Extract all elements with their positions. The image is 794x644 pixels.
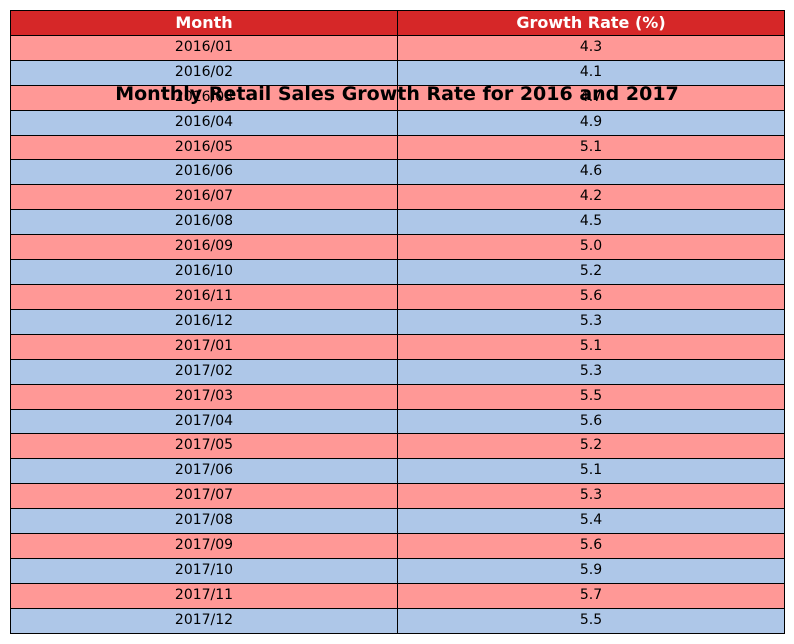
cell-month: 2017/09: [10, 533, 398, 559]
growth-rate-table: Month Growth Rate (%) 2016/01 4.3 2016/02 4…: [10, 10, 785, 634]
cell-month: 2017/11: [10, 582, 398, 609]
cell-growth-rate: 5.3: [397, 358, 785, 385]
table-row: 2016/01 4.3: [10, 34, 785, 61]
cell-growth-rate: 5.7: [397, 582, 785, 609]
table-row: 2016/10 5.2: [10, 259, 785, 285]
table-row: 2016/07 4.2: [10, 184, 785, 211]
table-row: 2017/11 5.7: [10, 582, 785, 609]
table-body: 2016/01 4.3 2016/02 4.1 2016/03 4.7 2016/04 4.9…: [10, 34, 785, 634]
data-table-container: Month Growth Rate (%) 2016/01 4.3 2016/02 4…: [10, 10, 785, 634]
cell-month: 2016/03: [10, 84, 398, 111]
cell-month: 2016/11: [10, 283, 398, 310]
table-row: 2017/10 5.9: [10, 557, 785, 584]
table-row: 2017/09 5.6: [10, 533, 785, 559]
cell-month: 2017/12: [10, 607, 398, 634]
cell-month: 2017/02: [10, 358, 398, 385]
table-row: 2016/04 4.9: [10, 109, 785, 136]
cell-growth-rate: 5.3: [397, 308, 785, 335]
table-row: 2017/03 5.5: [10, 383, 785, 410]
cell-month: 2017/04: [10, 408, 398, 435]
cell-month: 2017/05: [10, 433, 398, 460]
table-row: 2016/11 5.6: [10, 283, 785, 310]
cell-growth-rate: 4.6: [397, 159, 785, 186]
cell-growth-rate: 5.6: [397, 283, 785, 310]
cell-growth-rate: 5.3: [397, 483, 785, 510]
table-row: 2016/12 5.3: [10, 308, 785, 335]
cell-growth-rate: 5.5: [397, 383, 785, 410]
cell-growth-rate: 4.9: [397, 109, 785, 136]
cell-growth-rate: 5.0: [397, 234, 785, 261]
cell-growth-rate: 5.2: [397, 433, 785, 460]
cell-growth-rate: 5.6: [397, 533, 785, 559]
cell-growth-rate: 5.5: [397, 607, 785, 634]
cell-month: 2017/07: [10, 483, 398, 510]
table-row: 2017/07 5.3: [10, 483, 785, 510]
cell-growth-rate: 5.2: [397, 259, 785, 285]
cell-month: 2016/08: [10, 209, 398, 236]
cell-month: 2016/12: [10, 308, 398, 335]
table-row: 2017/02 5.3: [10, 358, 785, 385]
table-row: 2017/04 5.6: [10, 408, 785, 435]
table-row: 2016/03 4.7: [10, 84, 785, 111]
cell-month: 2017/03: [10, 383, 398, 410]
cell-growth-rate: 5.6: [397, 408, 785, 435]
cell-growth-rate: 4.1: [397, 59, 785, 86]
cell-month: 2016/02: [10, 59, 398, 86]
cell-month: 2016/10: [10, 259, 398, 285]
cell-growth-rate: 4.2: [397, 184, 785, 211]
table-row: 2016/05 5.1: [10, 134, 785, 161]
table-row: 2017/12 5.5: [10, 607, 785, 634]
cell-growth-rate: 5.1: [397, 458, 785, 485]
table-row: 2016/08 4.5: [10, 209, 785, 236]
cell-growth-rate: 5.1: [397, 333, 785, 360]
cell-growth-rate: 5.4: [397, 508, 785, 535]
header-growth-rate: Growth Rate (%): [397, 10, 785, 36]
cell-growth-rate: 4.3: [397, 34, 785, 61]
cell-growth-rate: 5.1: [397, 134, 785, 161]
table-row: 2017/01 5.1: [10, 333, 785, 360]
cell-month: 2017/10: [10, 557, 398, 584]
cell-month: 2017/01: [10, 333, 398, 360]
table-row: 2017/06 5.1: [10, 458, 785, 485]
cell-month: 2016/04: [10, 109, 398, 136]
cell-month: 2016/05: [10, 134, 398, 161]
table-row: 2016/06 4.6: [10, 159, 785, 186]
cell-month: 2017/06: [10, 458, 398, 485]
table-row: 2017/08 5.4: [10, 508, 785, 535]
cell-month: 2016/09: [10, 234, 398, 261]
table-header-row: Month Growth Rate (%): [10, 10, 785, 36]
table-row: 2016/09 5.0: [10, 234, 785, 261]
table-row: 2016/02 4.1: [10, 59, 785, 86]
cell-growth-rate: 4.7: [397, 84, 785, 111]
cell-growth-rate: 4.5: [397, 209, 785, 236]
cell-month: 2017/08: [10, 508, 398, 535]
table-row: 2017/05 5.2: [10, 433, 785, 460]
cell-month: 2016/06: [10, 159, 398, 186]
cell-growth-rate: 5.9: [397, 557, 785, 584]
header-month: Month: [10, 10, 398, 36]
cell-month: 2016/07: [10, 184, 398, 211]
cell-month: 2016/01: [10, 34, 398, 61]
